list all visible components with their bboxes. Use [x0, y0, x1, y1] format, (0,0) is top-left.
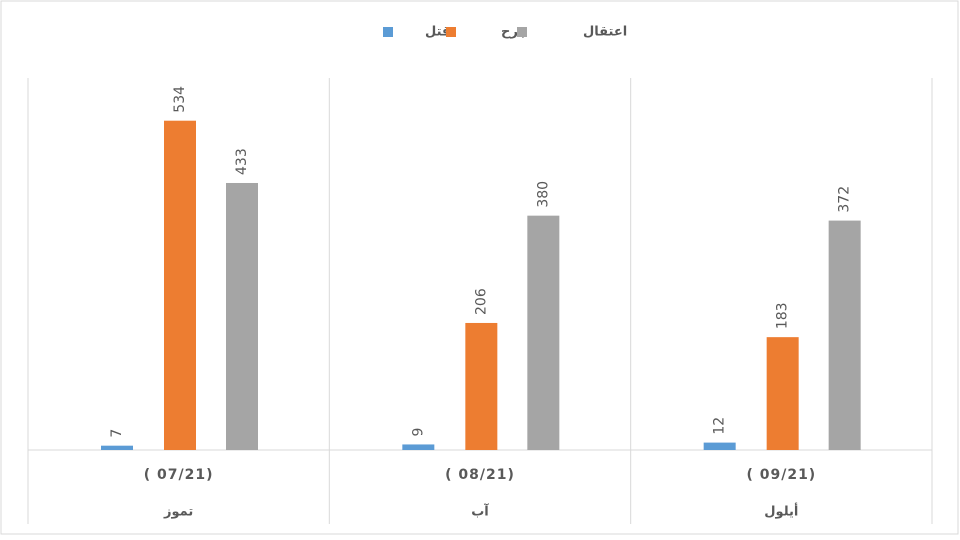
data-label: 372 — [837, 186, 853, 213]
x-tick-label: ( 08/21) — [445, 467, 515, 483]
bar — [226, 182, 258, 450]
data-label: 183 — [775, 302, 791, 329]
data-label: 380 — [535, 181, 551, 208]
x-group-label: تموز — [163, 505, 193, 520]
bar — [828, 220, 861, 450]
legend-swatch — [517, 27, 527, 37]
x-group-label: أيلول — [764, 503, 798, 520]
legend-label: قتل — [425, 25, 450, 40]
data-label: 534 — [172, 86, 188, 113]
bar — [402, 444, 435, 450]
bar — [527, 215, 560, 450]
legend-swatch — [446, 27, 456, 37]
bar — [465, 322, 498, 450]
data-label: 206 — [473, 288, 489, 315]
bar — [766, 337, 799, 450]
data-label: 9 — [410, 428, 426, 437]
x-tick-label: ( 09/21) — [746, 467, 816, 483]
bar — [703, 442, 736, 450]
legend-label: اعتقال — [583, 25, 627, 40]
legend-swatch — [383, 27, 393, 37]
data-label: 433 — [234, 148, 250, 175]
bar — [101, 445, 133, 450]
data-label: 12 — [712, 417, 728, 435]
data-label: 7 — [109, 429, 125, 438]
x-tick-label: ( 07/21) — [144, 467, 214, 483]
bar — [164, 120, 196, 450]
x-group-label: آب — [471, 503, 489, 520]
